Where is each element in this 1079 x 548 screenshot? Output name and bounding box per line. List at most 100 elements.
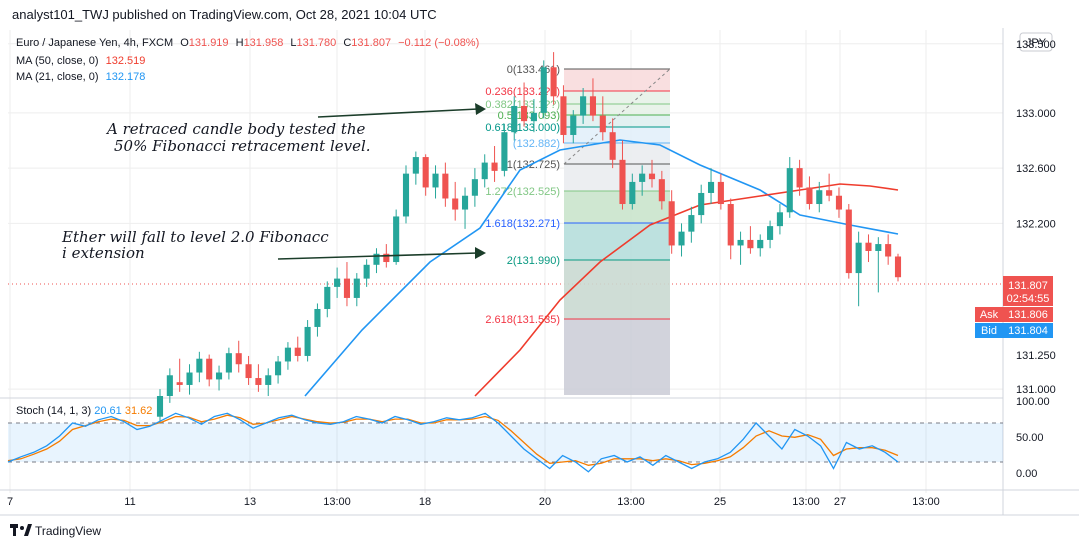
ohlc-c-key: C xyxy=(343,37,351,49)
candle[interactable] xyxy=(471,168,478,207)
candle[interactable] xyxy=(894,253,902,282)
candle[interactable] xyxy=(402,165,410,224)
candle-body xyxy=(707,181,715,193)
candle[interactable] xyxy=(422,154,429,196)
candle[interactable] xyxy=(166,368,173,403)
candle[interactable] xyxy=(156,389,164,424)
candle[interactable] xyxy=(206,354,213,387)
candle[interactable] xyxy=(835,187,843,218)
candle[interactable] xyxy=(599,96,606,141)
candle[interactable] xyxy=(560,85,567,144)
candle[interactable] xyxy=(786,157,793,218)
candle[interactable] xyxy=(225,347,232,380)
candle[interactable] xyxy=(245,355,252,385)
candle[interactable] xyxy=(215,365,223,391)
candle[interactable] xyxy=(589,78,597,122)
candle[interactable] xyxy=(727,198,734,260)
candle[interactable] xyxy=(363,259,370,287)
time-tick-label: 13:00 xyxy=(617,496,645,508)
candle[interactable] xyxy=(678,223,685,257)
candle[interactable] xyxy=(353,273,360,307)
candle[interactable] xyxy=(304,320,311,362)
candle-body xyxy=(678,231,685,246)
candle[interactable] xyxy=(275,355,282,384)
candle[interactable] xyxy=(875,237,882,293)
candle[interactable] xyxy=(816,181,823,213)
candle[interactable] xyxy=(629,173,636,210)
candle[interactable] xyxy=(196,351,203,383)
candle[interactable] xyxy=(334,267,341,298)
fib-band xyxy=(564,260,670,319)
candle[interactable] xyxy=(826,173,833,202)
time-axis[interactable]: 7 11 13 13:00 18 20 13:00 25 13:00 27 13:00 xyxy=(7,496,940,508)
candle[interactable] xyxy=(255,364,262,392)
candle[interactable] xyxy=(865,234,872,263)
stochastic-pane[interactable]: Stoch (14, 1, 3) 20.61 31.62 100.00 50.00 0… xyxy=(7,396,1050,480)
fib-level-label: 2(131.990) xyxy=(507,255,560,267)
fib-level-label: 1.618(132.271) xyxy=(485,218,560,230)
symbol-legend[interactable]: Euro / Japanese Yen, 4h, FXCM O131.919 H… xyxy=(16,37,479,83)
candle[interactable] xyxy=(648,159,656,188)
candle[interactable] xyxy=(324,281,331,318)
candle[interactable] xyxy=(767,220,774,249)
candle[interactable] xyxy=(550,52,557,105)
candle[interactable] xyxy=(855,231,862,307)
candle[interactable] xyxy=(668,190,675,254)
candle[interactable] xyxy=(284,342,291,370)
fib-level-label: 1(132.725) xyxy=(507,159,560,171)
candle[interactable] xyxy=(235,340,242,373)
candle[interactable] xyxy=(698,184,705,224)
candle[interactable] xyxy=(737,231,744,265)
candle[interactable] xyxy=(776,204,783,235)
candle[interactable] xyxy=(412,151,419,185)
candlestick-series[interactable] xyxy=(156,52,902,424)
time-tick-label: 27 xyxy=(834,496,846,508)
candle[interactable] xyxy=(658,170,665,210)
candle[interactable] xyxy=(796,159,803,196)
candle[interactable] xyxy=(452,181,459,221)
candle[interactable] xyxy=(570,110,577,144)
candle[interactable] xyxy=(639,165,646,196)
candle[interactable] xyxy=(294,336,301,362)
candle[interactable] xyxy=(314,303,321,337)
candle[interactable] xyxy=(540,60,547,119)
candle[interactable] xyxy=(521,82,528,127)
candle[interactable] xyxy=(619,140,626,210)
candle[interactable] xyxy=(717,173,724,210)
candle[interactable] xyxy=(511,96,518,141)
candle[interactable] xyxy=(747,226,754,254)
candle[interactable] xyxy=(609,118,616,169)
candle[interactable] xyxy=(707,168,715,205)
candle-body xyxy=(698,192,705,216)
candle[interactable] xyxy=(580,88,587,124)
candle-body xyxy=(835,195,843,210)
candle[interactable] xyxy=(757,234,764,257)
price-axis[interactable]: 133.500 133.000 132.600 132.200 131.000 131.2… xyxy=(1016,39,1056,396)
currency-button[interactable]: JPY xyxy=(1019,32,1053,52)
candle[interactable] xyxy=(176,358,183,392)
candle[interactable] xyxy=(373,248,380,274)
candle[interactable] xyxy=(393,209,400,265)
candle[interactable] xyxy=(688,206,695,243)
candle[interactable] xyxy=(885,234,892,265)
price-tick-label: 133.000 xyxy=(1016,108,1056,120)
fibonacci-tool[interactable]: 0(133.461)0.236(133.2??)0.382(133.1??)0.… xyxy=(485,64,671,395)
candle[interactable] xyxy=(501,123,508,177)
candle[interactable] xyxy=(481,154,488,188)
fib-band xyxy=(564,127,670,143)
candle[interactable] xyxy=(265,368,272,396)
stoch-tick-label: 100.00 xyxy=(1016,396,1050,408)
candle[interactable] xyxy=(530,99,537,133)
candle[interactable] xyxy=(845,204,852,279)
candle[interactable] xyxy=(461,187,469,229)
fib-level-label: 0.5(133.093) xyxy=(498,110,560,122)
candle[interactable] xyxy=(432,165,439,199)
candle[interactable] xyxy=(186,364,193,395)
annotation-1-line-2: 50% Fibonacci retracement level. xyxy=(114,137,371,155)
candle[interactable] xyxy=(343,262,351,307)
candle[interactable] xyxy=(442,162,449,207)
candle[interactable] xyxy=(491,146,498,182)
candle[interactable] xyxy=(806,176,813,210)
